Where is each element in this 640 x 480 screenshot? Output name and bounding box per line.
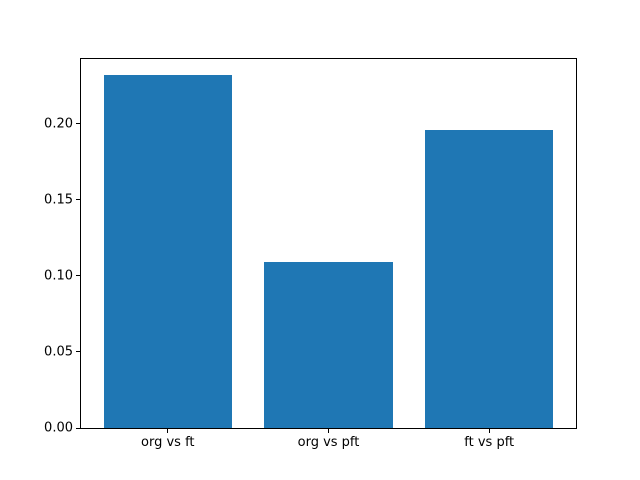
x-tick-label: ft vs pft	[464, 435, 515, 450]
y-tick-mark	[76, 199, 80, 201]
x-tick-mark	[488, 429, 490, 433]
x-tick-label: org vs pft	[297, 435, 360, 450]
y-tick-label: 0.15	[44, 192, 73, 208]
y-tick-mark	[76, 427, 80, 429]
x-tick-mark	[328, 429, 329, 433]
y-tick-label: 0.20	[44, 116, 73, 132]
y-tick-mark	[76, 275, 80, 277]
x-tick-label: org vs ft	[141, 435, 195, 450]
y-tick-mark	[76, 123, 80, 125]
x-tick-mark	[167, 429, 169, 433]
bar	[264, 262, 393, 428]
y-tick-mark	[76, 351, 80, 353]
y-tick-label: 0.10	[44, 268, 73, 284]
bar	[103, 74, 233, 428]
plot-area: org vs ft org vs pft ft vs pft 0.00 0.05 0.10…	[44, 58, 577, 449]
bar	[424, 129, 554, 428]
y-tick-label: 0.05	[44, 344, 73, 360]
y-tick-label: 0.00	[44, 420, 73, 436]
